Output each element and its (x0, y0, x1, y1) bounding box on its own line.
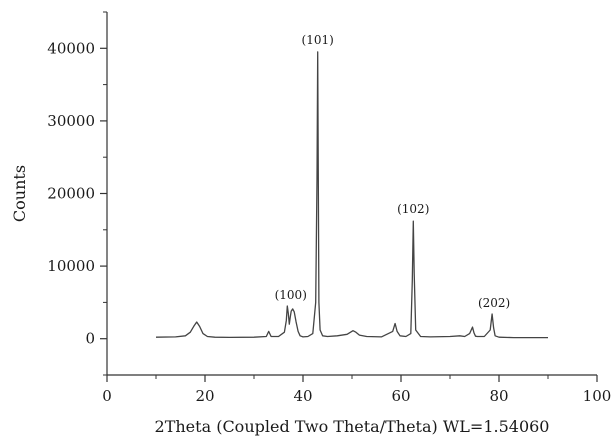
plot-area: (100) (101) (102) (202) (155, 33, 548, 339)
y-axis-title: Counts (10, 165, 29, 222)
y-tick-label: 0 (85, 330, 95, 348)
series-line-counts (155, 51, 548, 339)
x-tick-label: 0 (102, 387, 112, 405)
x-tick-label: 100 (583, 387, 612, 405)
peak-label: (101) (302, 33, 334, 47)
x-axis-ticks: 0 20 40 60 80 100 (102, 375, 611, 405)
x-tick-label: 80 (489, 387, 508, 405)
axes: 0 20 40 60 80 100 0 10000 20000 30000 40000 (47, 11, 611, 405)
y-tick-label: 10000 (47, 257, 95, 275)
peak-annotations: (100) (101) (102) (202) (275, 33, 511, 310)
x-tick-label: 40 (293, 387, 312, 405)
y-tick-label: 40000 (47, 39, 95, 57)
peak-label: (100) (275, 288, 307, 302)
x-tick-label: 60 (391, 387, 410, 405)
y-tick-label: 20000 (47, 185, 95, 203)
x-axis-title: 2Theta (Coupled Two Theta/Theta) WL=1.54… (155, 417, 550, 436)
x-tick-label: 20 (195, 387, 214, 405)
peak-label: (202) (478, 296, 510, 310)
peak-label: (102) (397, 202, 429, 216)
y-axis-ticks: 0 10000 20000 30000 40000 (47, 11, 107, 376)
y-tick-label: 30000 (47, 112, 95, 130)
